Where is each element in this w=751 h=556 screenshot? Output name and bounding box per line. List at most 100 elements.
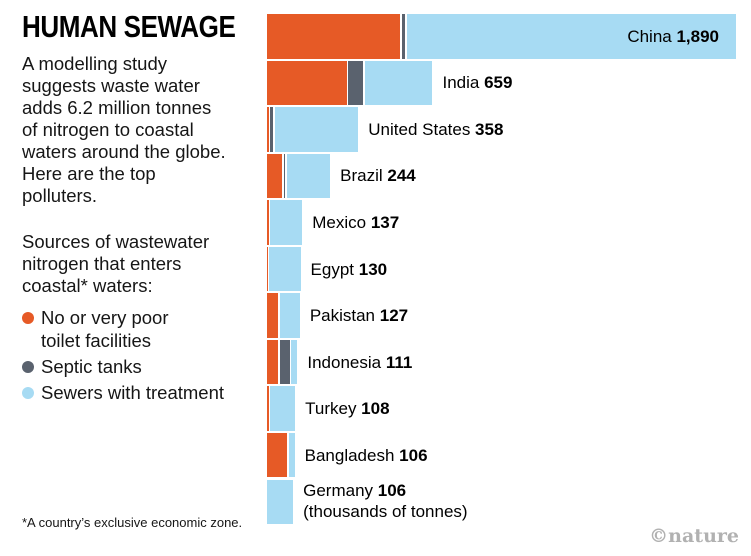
bar-label: Mexico 137 [312,200,399,245]
segment-toilet [267,246,268,292]
bar-row-united-states: United States 358 [267,107,751,152]
bar-label: Brazil 244 [340,154,416,199]
segment-sewer [270,386,296,431]
segment-septic [283,153,285,199]
segment-toilet [267,14,401,59]
country-name: China [627,26,677,46]
septic-bullet-icon [22,361,34,373]
legend-item-label: No or very poor toilet facilities [41,307,169,351]
country-value: 137 [370,212,400,232]
bar-segments [267,200,303,245]
legend-item-label: Septic tanks [41,356,142,377]
bar-row-pakistan: Pakistan 127 [267,293,751,338]
segment-sewer [286,153,331,199]
country-name: United States [368,119,476,139]
legend-item-toilet: No or very poor toilet facilities [22,306,272,352]
bar-row-turkey: Turkey 108 [267,386,751,431]
country-name: Mexico [312,212,371,232]
segment-septic [401,14,406,59]
segment-toilet [267,107,269,152]
segment-sewer [406,14,736,59]
bar-segments [267,14,736,59]
country-value: 358 [475,119,504,139]
legend-item-septic: Septic tanks [22,355,272,378]
unit-note: (thousands of tonnes) [303,502,468,522]
segment-toilet [267,60,347,106]
country-value: 1,890 [676,26,719,46]
country-value: 127 [379,306,409,326]
intro-text: A modelling study suggests waste water a… [22,53,226,206]
left-column: HUMAN SEWAGE A modelling study suggests … [22,11,272,407]
country-name: Indonesia [307,352,386,372]
bar-row-china: China 1,890 [267,14,751,59]
page-title: HUMAN SEWAGE [22,9,236,44]
country-value: 106 [399,445,428,465]
bar-label: Turkey 108 [305,386,389,431]
country-value: 659 [484,73,513,93]
bar-segments [267,432,295,478]
segment-toilet [267,432,288,478]
country-name: Turkey [305,399,362,419]
country-name: Pakistan [309,306,380,326]
footnote: *A country’s exclusive economic zone. [22,515,243,530]
bar-row-brazil: Brazil 244 [267,153,751,199]
legend-item-label: Sewers with treatment [41,382,225,403]
bar-chart: China 1,890 India 659 United States 358 Bra… [267,14,751,549]
country-name: Brazil [340,166,388,186]
segment-toilet [267,293,279,338]
bar-row-germany: Germany 106 (thousands of tonnes) [267,479,751,525]
segment-sewer [364,60,433,106]
country-value: 244 [387,166,416,186]
country-value: 111 [385,352,413,372]
segment-toilet [267,200,269,245]
bar-label: China 1,890 [627,14,719,59]
legend-header: Sources of wastewater nitrogen that ente… [22,231,210,296]
country-name: Egypt [310,259,359,279]
bar-label: United States 358 [368,107,503,152]
bar-row-india: India 659 [267,60,751,106]
bar-row-indonesia: Indonesia 111 [267,339,751,385]
bar-segments [267,107,359,152]
country-value: 106 [377,481,407,501]
segment-sewer [274,107,359,152]
segment-sewer [269,246,301,292]
bar-label: Germany 106 (thousands of tonnes) [303,480,467,525]
segment-toilet [267,153,283,199]
bar-label: India 659 [442,61,512,106]
legend-item-sewer: Sewers with treatment [22,381,272,404]
bar-row-bangladesh: Bangladesh 106 [267,432,751,478]
bar-segments [267,60,433,106]
bar-segments [267,293,300,338]
country-name: Germany [303,481,378,501]
nature-credit: ©nature [649,525,739,547]
country-name: Bangladesh [304,445,400,465]
bar-row-egypt: Egypt 130 [267,246,751,292]
bar-segments [267,386,296,431]
segment-toilet [267,339,279,385]
bar-segments [267,153,331,199]
segment-sewer [279,293,300,338]
segment-sewer [267,479,294,524]
country-value: 108 [361,399,390,419]
bar-label: Indonesia 111 [307,340,412,385]
sewer-bullet-icon [22,387,34,399]
segment-sewer [291,339,298,385]
segment-toilet [267,386,269,431]
segment-septic [279,339,290,385]
bar-segments [267,339,298,385]
segment-septic [348,60,364,106]
bar-segments [267,246,301,292]
country-value: 130 [358,259,388,279]
bar-label: Pakistan 127 [310,293,408,338]
country-name: India [442,73,485,93]
bar-segments [267,479,294,524]
segment-sewer [288,432,295,478]
bar-label: Egypt 130 [311,247,388,292]
segment-sewer [270,200,303,245]
bar-row-mexico: Mexico 137 [267,200,751,245]
toilet-bullet-icon [22,312,34,324]
segment-septic [270,107,274,152]
legend: No or very poor toilet facilities Septic … [22,306,272,404]
bar-label: Bangladesh 106 [305,433,428,478]
